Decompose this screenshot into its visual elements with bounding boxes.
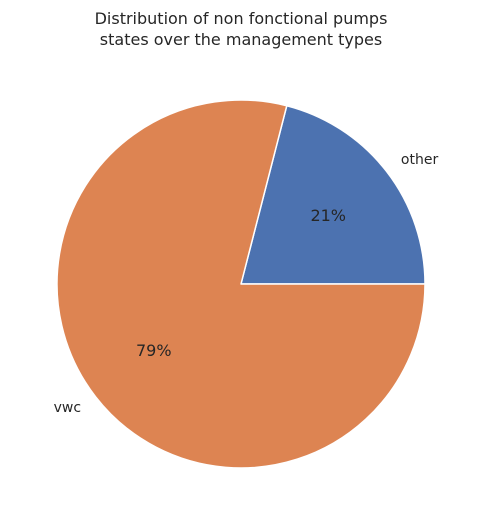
chart-title-line-1: Distribution of non fonctional pumps [95, 9, 388, 28]
pie-labels: other 21% vwc 79% [54, 152, 439, 416]
pie-slices [56, 99, 426, 469]
pie-slice-other [240, 105, 426, 285]
chart-title-line-2: states over the management types [100, 30, 382, 49]
pie-slice-vwc [56, 99, 426, 469]
slice-label-other: other [401, 152, 439, 168]
slice-percent-other: 21% [310, 206, 346, 225]
slice-label-vwc: vwc [54, 400, 81, 416]
slice-percent-vwc: 79% [136, 341, 172, 360]
